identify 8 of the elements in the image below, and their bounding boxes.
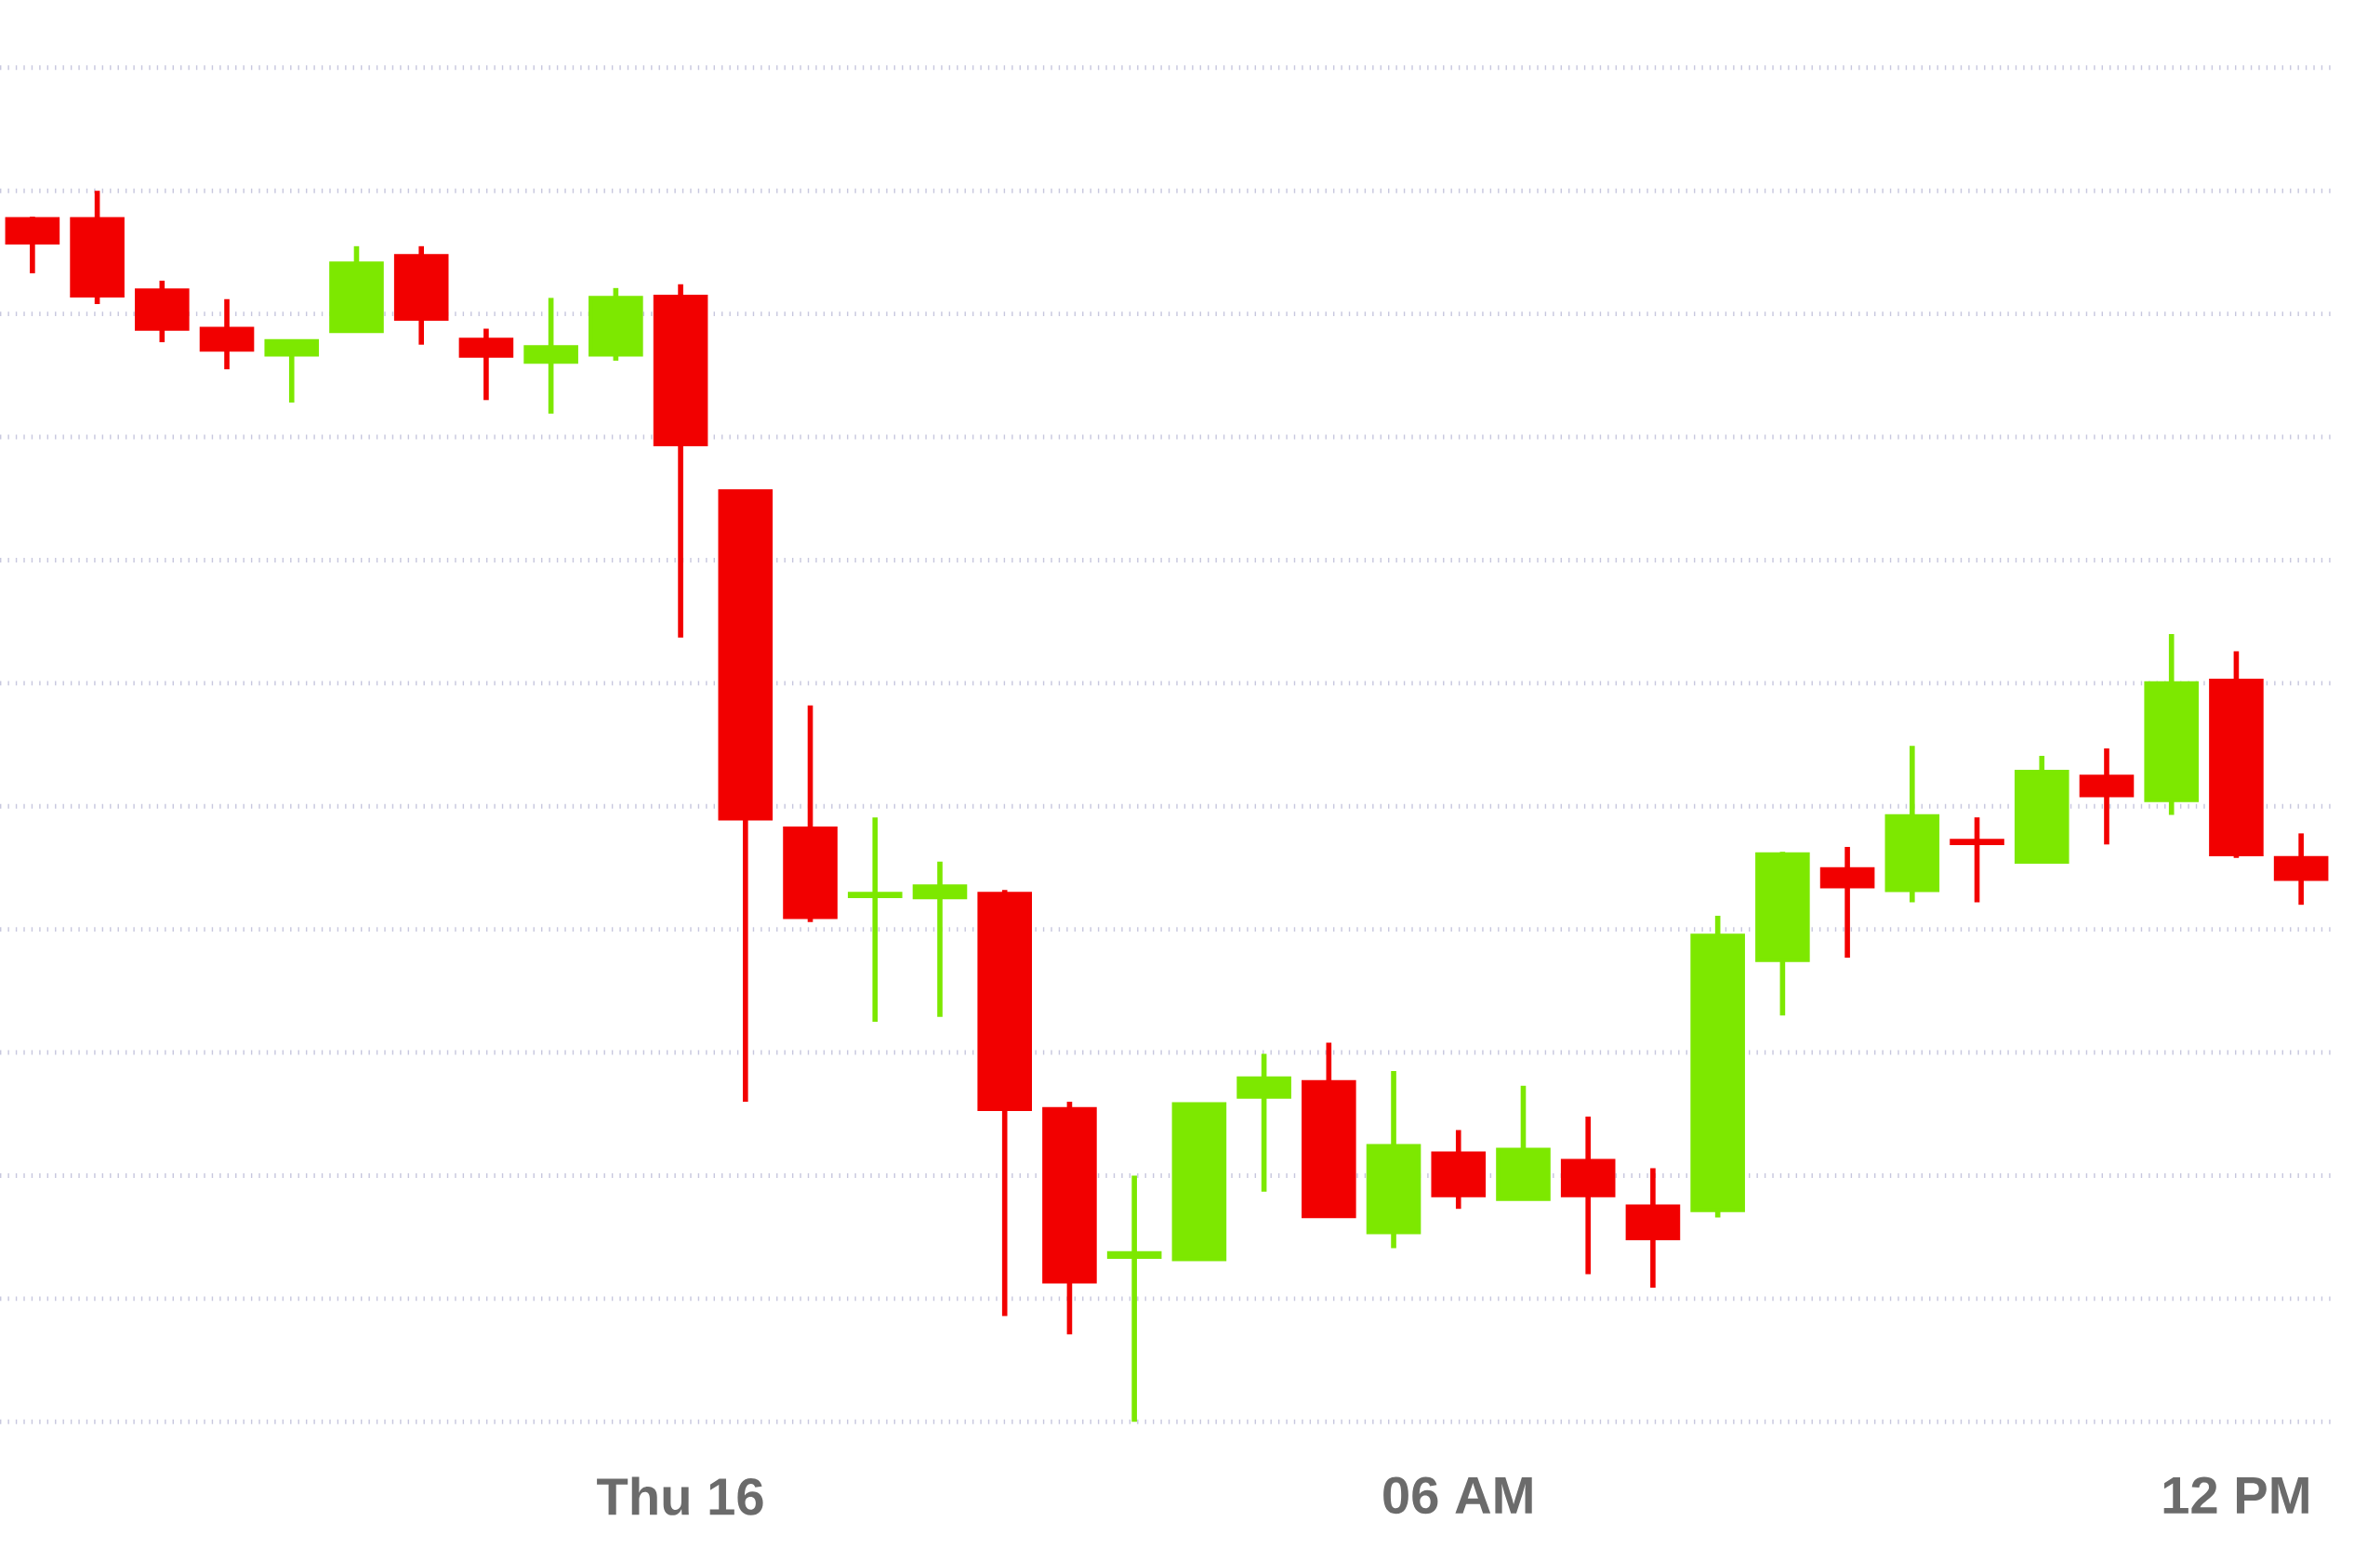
- candlestick: [523, 298, 578, 414]
- candlestick: [1106, 1175, 1162, 1422]
- candlestick: [847, 817, 903, 1022]
- x-tick-label: 12 PM: [2163, 1476, 2308, 1514]
- x-tick-label: 06 AM: [1383, 1476, 1532, 1515]
- candlestick: [1950, 817, 2004, 903]
- x-tick-label: Thu 16: [597, 1476, 763, 1515]
- candlestick: [912, 861, 968, 1017]
